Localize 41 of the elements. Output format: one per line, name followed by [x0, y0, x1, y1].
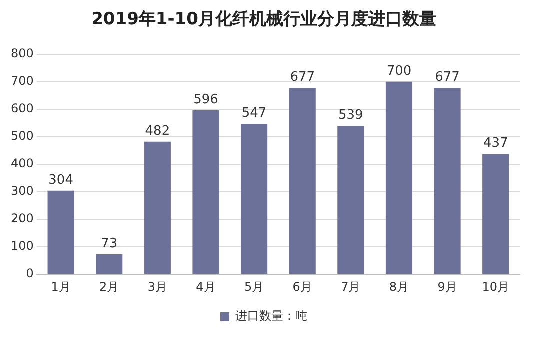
data-label: 304 — [48, 172, 74, 188]
data-label: 437 — [483, 136, 508, 152]
x-tick-label: 7月 — [341, 280, 361, 294]
bar — [96, 254, 123, 274]
chart-title: 2019年1-10月化纤机械行业分月度进口数量 — [92, 10, 436, 30]
data-label: 547 — [242, 106, 267, 121]
bar — [241, 124, 268, 274]
data-label: 596 — [194, 92, 218, 108]
bar — [434, 88, 461, 274]
y-tick-label: 800 — [11, 46, 34, 61]
x-tick-label: 2月 — [100, 280, 120, 294]
y-tick-label: 700 — [11, 74, 34, 88]
data-label: 700 — [386, 64, 412, 79]
x-tick-label: 9月 — [438, 280, 458, 294]
x-tick-label: 8月 — [389, 280, 410, 294]
x-tick-label: 3月 — [148, 280, 168, 294]
bar — [482, 154, 510, 274]
data-label: 482 — [145, 124, 170, 139]
x-tick-label: 4月 — [196, 280, 216, 294]
data-label: 677 — [435, 70, 460, 86]
data-label: 677 — [290, 70, 316, 86]
y-tick-label: 0 — [26, 266, 34, 281]
bar — [289, 88, 316, 274]
y-tick-label: 600 — [11, 102, 34, 116]
y-tick-label: 500 — [11, 129, 34, 144]
legend-label: 进口数量：吨 — [236, 309, 308, 324]
bar — [48, 190, 74, 274]
bar — [192, 110, 220, 274]
bar — [144, 142, 171, 274]
y-tick-label: 400 — [11, 156, 34, 171]
y-tick-label: 200 — [11, 212, 34, 226]
x-tick-label: 6月 — [292, 280, 312, 294]
y-tick-label: 100 — [11, 239, 34, 254]
data-label: 73 — [101, 236, 118, 252]
bar — [338, 126, 364, 274]
bar — [386, 82, 413, 274]
x-tick-label: 10月 — [482, 280, 510, 294]
data-label: 539 — [338, 108, 364, 124]
x-tick-label: 1月 — [51, 280, 71, 294]
y-tick-label: 300 — [11, 184, 34, 198]
x-tick-label: 5月 — [244, 280, 264, 294]
